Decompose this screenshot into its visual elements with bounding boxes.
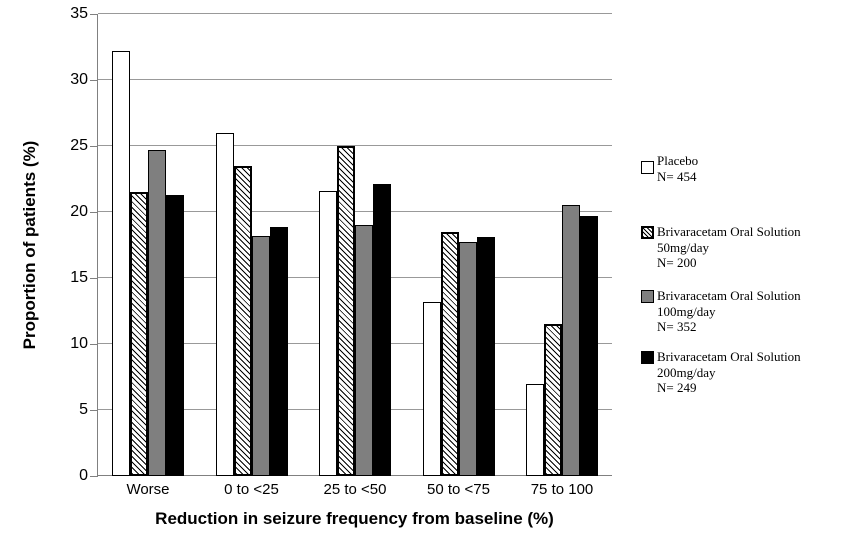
y-tick-label: 25 <box>70 137 88 154</box>
y-tick-mark <box>90 212 97 213</box>
legend-line: N= 249 <box>657 380 697 395</box>
legend: Placebo N= 454 Brivaracetam Oral Solution 5… <box>641 0 841 551</box>
y-tick-mark <box>90 344 97 345</box>
bar-group <box>215 132 288 476</box>
legend-swatch-hatch <box>641 226 654 239</box>
gridline <box>98 79 612 80</box>
y-axis-tick-labels: 0 5 10 15 20 25 30 35 <box>28 5 88 484</box>
bar-white <box>112 51 130 476</box>
bar-hatch <box>544 324 562 476</box>
legend-item: Brivaracetam Oral Solution 50mg/day N= 200 <box>641 224 801 271</box>
bar-group <box>112 51 184 476</box>
y-axis-ticks <box>90 14 97 477</box>
bar-white <box>319 190 337 476</box>
legend-item-text: Brivaracetam Oral Solution 200mg/day N= 24… <box>657 349 801 396</box>
y-tick-label: 35 <box>70 5 88 22</box>
bar-gray <box>251 235 270 476</box>
legend-item-text: Brivaracetam Oral Solution 50mg/day N= 200 <box>657 224 801 271</box>
y-tick-label: 20 <box>70 203 88 220</box>
category-label: 0 to <25 <box>224 481 279 498</box>
legend-line: Brivaracetam Oral Solution <box>657 224 801 239</box>
y-tick-label: 0 <box>79 467 88 484</box>
bar-black <box>373 184 391 476</box>
bar-gray <box>148 150 166 476</box>
category-label: 75 to 100 <box>530 481 594 498</box>
bar-black <box>269 226 288 476</box>
bar-hatch <box>440 231 459 476</box>
legend-line: Brivaracetam Oral Solution <box>657 349 801 364</box>
legend-line: N= 352 <box>657 319 697 334</box>
bar-white <box>526 383 544 476</box>
legend-item: Brivaracetam Oral Solution 200mg/day N= 24… <box>641 349 801 396</box>
legend-item: Placebo N= 454 <box>641 153 698 184</box>
bar-black <box>166 194 184 476</box>
bar-white <box>215 132 234 476</box>
bar-gray <box>355 225 373 476</box>
y-tick-mark <box>90 14 97 15</box>
y-tick-mark <box>90 410 97 411</box>
bar-black <box>476 237 495 476</box>
y-tick-label: 10 <box>70 335 88 352</box>
bar-group <box>319 146 391 476</box>
bar-groups <box>98 14 612 476</box>
bar-black <box>580 216 598 476</box>
bar-hatch <box>233 165 252 476</box>
legend-swatch-gray <box>641 290 654 303</box>
bar-hatch <box>337 146 355 476</box>
x-axis-title: Reduction in seizure frequency from base… <box>155 509 554 528</box>
x-axis-category-labels: Worse 0 to <25 25 to <50 50 to <75 75 to 100 <box>98 481 612 498</box>
legend-line: 200mg/day <box>657 364 716 380</box>
legend-line: 100mg/day <box>657 303 716 319</box>
y-tick-label: 30 <box>70 71 88 88</box>
legend-line: Brivaracetam Oral Solution <box>657 288 801 303</box>
plot-area <box>98 13 612 476</box>
bar-gray <box>562 205 580 476</box>
y-tick-mark <box>90 80 97 81</box>
y-tick-label: 15 <box>70 269 88 286</box>
y-tick-mark <box>90 278 97 279</box>
legend-swatch-white <box>641 161 654 174</box>
bar-hatch <box>130 192 148 476</box>
category-label: Worse <box>126 481 170 498</box>
category-label: 50 to <75 <box>427 481 490 498</box>
y-tick-mark <box>90 146 97 147</box>
legend-line: N= 200 <box>657 255 697 270</box>
bar-gray <box>458 242 477 476</box>
category-label: 25 to <50 <box>323 481 387 498</box>
bar-group <box>526 205 598 476</box>
bar-group <box>422 231 495 476</box>
legend-item: Brivaracetam Oral Solution 100mg/day N= 35… <box>641 288 801 335</box>
legend-line: Placebo <box>657 153 699 168</box>
legend-line: N= 454 <box>657 168 697 184</box>
y-tick-label: 5 <box>79 401 88 418</box>
y-tick-mark <box>90 476 97 477</box>
gridline <box>98 145 612 146</box>
legend-item-text: Placebo N= 454 <box>657 153 698 184</box>
legend-swatch-black <box>641 351 654 364</box>
bar-white <box>422 301 441 476</box>
gridline <box>98 211 612 212</box>
legend-line: 50mg/day <box>657 239 709 255</box>
legend-item-text: Brivaracetam Oral Solution 100mg/day N= 35… <box>657 288 801 335</box>
y-axis-line <box>97 14 98 477</box>
gridline <box>98 13 612 14</box>
